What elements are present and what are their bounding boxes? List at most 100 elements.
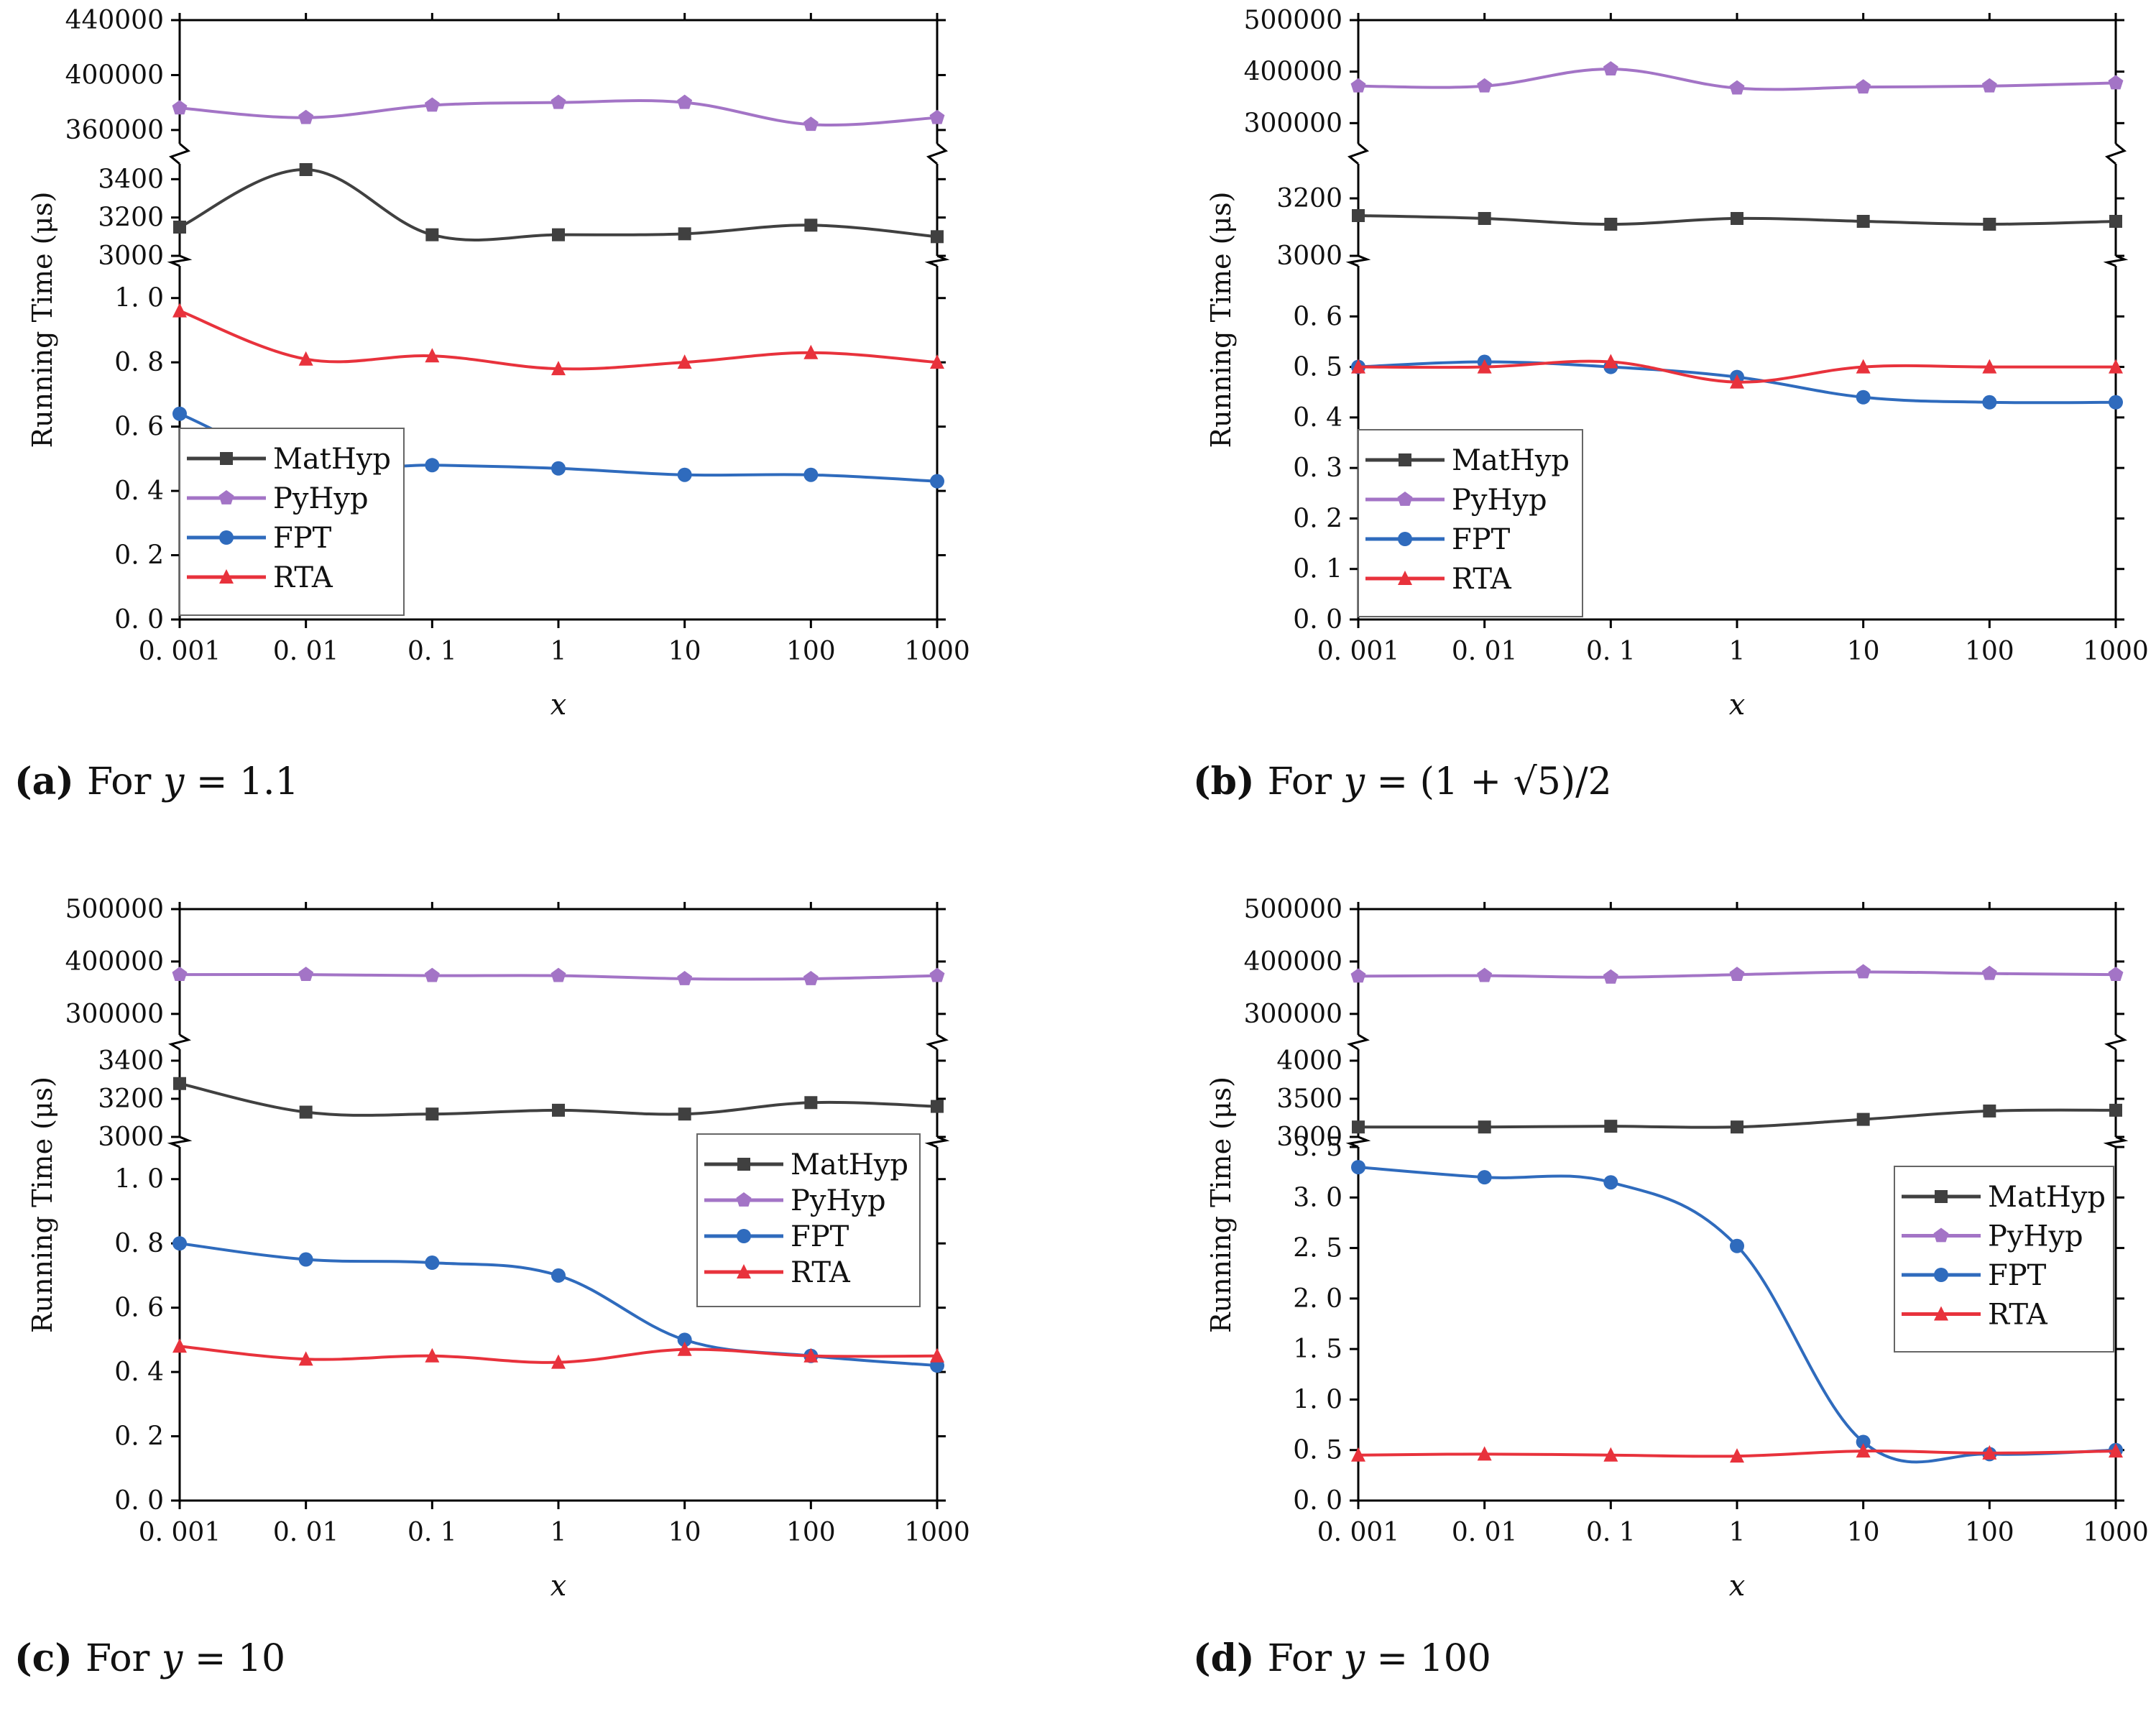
legend-marker-rta xyxy=(1398,571,1412,585)
y-tick-label: 0. 4 xyxy=(114,476,164,506)
legend-label-pyhyp: PyHyp xyxy=(1452,484,1547,517)
x-tick-label: 10 xyxy=(1847,637,1880,666)
caption-var: y xyxy=(1342,1637,1365,1680)
data-point-rta xyxy=(551,1354,566,1369)
axis-break xyxy=(167,1135,193,1148)
y-tick-label: 0. 1 xyxy=(1293,555,1342,584)
x-tick-label: 1 xyxy=(550,1518,567,1547)
x-tick-label: 100 xyxy=(786,637,836,666)
x-tick-label: 100 xyxy=(786,1518,836,1547)
data-point-mathyp xyxy=(299,1105,313,1119)
caption-label: (a) xyxy=(14,760,87,803)
x-tick-label: 10 xyxy=(1847,1518,1880,1547)
y-tick-label: 1. 0 xyxy=(1293,1385,1342,1414)
legend-label-mathyp: MatHyp xyxy=(273,443,391,476)
y-tick-label: 3500 xyxy=(1276,1084,1342,1114)
y-tick-label: 500000 xyxy=(65,895,164,924)
data-point-pyhyp xyxy=(1603,969,1618,984)
legend-marker-mathyp xyxy=(220,452,233,465)
data-point-fpt xyxy=(425,1255,440,1271)
data-point-fpt xyxy=(172,1236,187,1251)
data-point-fpt xyxy=(1856,390,1871,405)
y-tick-label: 3. 5 xyxy=(1293,1133,1342,1162)
legend-label-rta: RTA xyxy=(273,561,333,594)
y-tick-label: 3200 xyxy=(1276,184,1342,213)
x-tick-label: 0. 1 xyxy=(1586,637,1636,666)
data-point-pyhyp xyxy=(172,967,188,982)
y-tick-label: 1. 0 xyxy=(114,284,164,313)
data-point-mathyp xyxy=(1983,1104,1996,1118)
data-point-pyhyp xyxy=(298,109,314,124)
data-point-rta xyxy=(2109,359,2123,374)
x-tick-label: 0. 01 xyxy=(273,1518,339,1547)
legend-label-pyhyp: PyHyp xyxy=(791,1184,886,1217)
data-point-fpt xyxy=(677,1332,692,1347)
caption-value: = (1 + √5)/2 xyxy=(1365,760,1612,803)
data-point-fpt xyxy=(551,461,566,476)
data-point-rta xyxy=(1730,1448,1744,1463)
data-point-fpt xyxy=(803,467,819,482)
chart-c: 300000 400000 500000 3000 3200 3400 0. 0 0. 2 0.… xyxy=(14,895,970,1680)
data-point-rta xyxy=(1856,1443,1871,1458)
data-point-mathyp xyxy=(1731,1120,1743,1134)
data-point-mathyp xyxy=(425,1107,439,1121)
y-tick-label: 400000 xyxy=(65,60,164,90)
y-tick-label: 3000 xyxy=(1276,1123,1342,1152)
data-point-mathyp xyxy=(552,228,565,241)
data-point-fpt xyxy=(1856,1434,1871,1450)
caption-text: For xyxy=(86,1637,162,1680)
legend-marker-rta xyxy=(219,569,234,584)
y-tick-label: 400000 xyxy=(1244,947,1342,977)
x-tick-label: 1000 xyxy=(904,637,970,666)
y-tick-label: 1. 0 xyxy=(114,1165,164,1194)
axis-break xyxy=(168,142,191,165)
x-tick-label: 0. 01 xyxy=(273,637,339,666)
axis-break xyxy=(924,254,950,267)
data-point-fpt xyxy=(1603,1175,1618,1190)
caption-text: For xyxy=(87,760,163,803)
legend-label-fpt: FPT xyxy=(1452,523,1511,556)
y-tick-label: 0. 2 xyxy=(114,541,164,571)
y-tick-label: 0. 5 xyxy=(1293,353,1342,382)
caption-var: y xyxy=(160,1637,183,1680)
legend-marker-mathyp xyxy=(1935,1190,1948,1203)
axis-break xyxy=(1345,254,1371,267)
data-point-rta xyxy=(298,351,313,366)
x-tick-label: 10 xyxy=(668,1518,701,1547)
legend-marker-mathyp xyxy=(737,1158,750,1171)
y-tick-label: 0. 4 xyxy=(114,1358,164,1387)
y-tick-label: 3200 xyxy=(98,1084,164,1114)
data-point-pyhyp xyxy=(1981,965,1997,980)
y-tick-label: 4000 xyxy=(1276,1046,1342,1076)
data-point-pyhyp xyxy=(172,100,188,115)
y-tick-label: 0. 8 xyxy=(114,348,164,377)
y-tick-label: 0. 3 xyxy=(1293,453,1342,483)
data-point-mathyp xyxy=(1731,212,1743,225)
x-tick-label: 1000 xyxy=(2083,637,2149,666)
data-point-pyhyp xyxy=(1981,78,1997,93)
y-axis-label: Running Time (μs) xyxy=(1205,191,1237,448)
data-point-mathyp xyxy=(425,228,439,241)
data-point-fpt xyxy=(425,458,440,473)
legend-label-mathyp: MatHyp xyxy=(791,1148,908,1181)
caption-text: For xyxy=(1268,760,1344,803)
data-point-rta xyxy=(2109,1443,2123,1458)
x-tick-label: 1 xyxy=(1729,637,1746,666)
y-tick-label: 0. 0 xyxy=(1293,605,1342,635)
axis-break xyxy=(2104,1033,2127,1051)
y-tick-label: 0. 6 xyxy=(1293,302,1342,331)
x-tick-label: 0. 1 xyxy=(1586,1518,1636,1547)
caption: (a) For y = 1.1 xyxy=(14,760,299,803)
data-point-rta xyxy=(1603,354,1618,369)
caption-value: = 100 xyxy=(1365,1637,1491,1680)
data-point-pyhyp xyxy=(677,970,693,985)
data-point-rta xyxy=(425,1347,440,1363)
legend-label-pyhyp: PyHyp xyxy=(273,482,369,515)
y-tick-label: 0. 0 xyxy=(114,1486,164,1516)
legend-label-rta: RTA xyxy=(791,1256,851,1289)
data-point-rta xyxy=(677,354,692,369)
data-point-pyhyp xyxy=(803,970,819,985)
